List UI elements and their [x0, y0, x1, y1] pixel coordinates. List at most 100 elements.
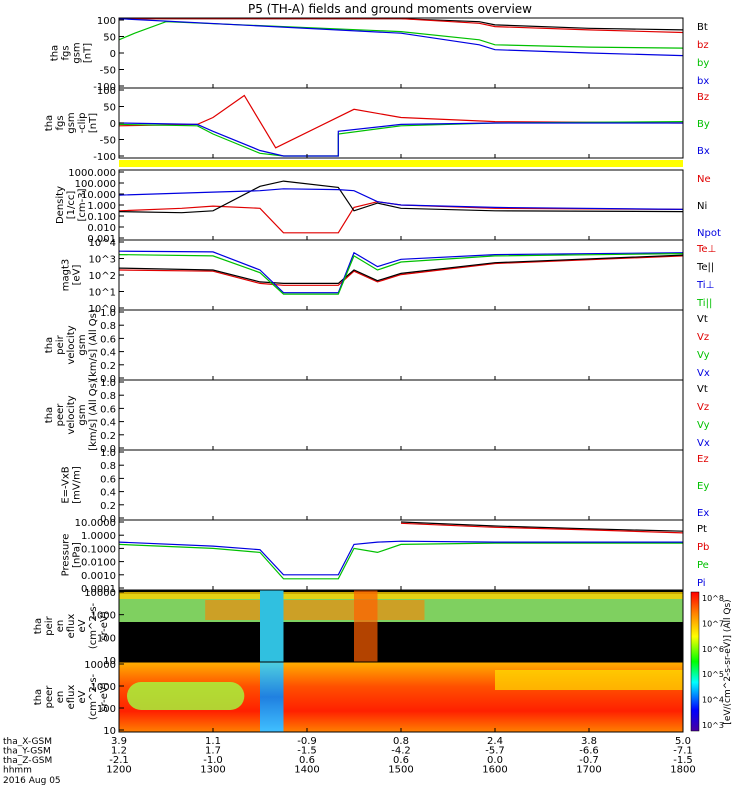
footer-value: -1.5	[297, 746, 317, 757]
y-tick-label: 50	[103, 103, 116, 114]
series-group-fgs	[119, 18, 683, 57]
y-label-line: [km/s] (All Qs)	[88, 379, 99, 451]
panel-peer-spec: 10000 1000 100 10 tha peer en eflux eV (cm^2-s-sr…	[33, 660, 684, 737]
y-tick-label: -50	[100, 136, 116, 147]
legend-Ey: Ey	[697, 481, 709, 492]
legend-Ni: Ni	[697, 201, 707, 212]
y-label-line: en	[55, 691, 66, 704]
legend-Ne: Ne	[697, 174, 711, 185]
y-tick-label: 0.4	[100, 488, 116, 499]
series-line-Bx	[119, 122, 683, 157]
y-label-line: fgs	[61, 45, 72, 60]
series-group-density	[119, 180, 683, 234]
spectrogram-band	[495, 670, 683, 690]
y-label-line: [nPa]	[72, 542, 83, 568]
footer-value: 2.4	[487, 736, 503, 747]
y-tick-label: -50	[100, 66, 116, 77]
footer-value: 1700	[576, 765, 601, 776]
y-label-line: gsm	[72, 42, 83, 63]
y-label-line: Density	[55, 186, 66, 224]
footer-value: 1.2	[111, 746, 127, 757]
y-tick-label: 10^0	[89, 304, 116, 315]
legend-Ex: Ex	[697, 508, 709, 519]
y-label-line: velocity	[66, 395, 77, 434]
legend-Bt: Bt	[697, 22, 708, 33]
y-tick-label: 0.4	[100, 418, 116, 429]
legend-Vt: Vt	[697, 384, 708, 395]
spectrogram-band	[205, 600, 425, 620]
y-label-line: peir	[55, 334, 66, 354]
y-tick-label: 10	[103, 726, 116, 737]
legend-Vt: Vt	[697, 314, 708, 325]
y-tick-label: 0.010	[87, 223, 116, 234]
footer-row-label: tha_X-GSM	[3, 737, 52, 747]
panel-frame	[118, 309, 684, 381]
y-tick-label: 1.0	[100, 378, 116, 389]
y-axis-label: tha peir velocity gsm [km/s] (All Qs)	[44, 309, 99, 381]
footer-row-label: hhmm	[3, 766, 32, 776]
colorbar-tick-label: 10^7	[702, 619, 724, 628]
y-tick-label: 1.0000	[81, 531, 116, 542]
spectrogram-gap	[260, 590, 284, 662]
y-tick-label: 0.0100	[81, 558, 116, 569]
footer-row-label: tha_Y-GSM	[3, 747, 51, 757]
series-line-Te||	[119, 254, 683, 284]
y-tick-label: 10.000	[81, 190, 116, 201]
y-tick-label: 100	[97, 16, 116, 27]
legend-bz: bz	[697, 40, 709, 51]
footer-row-label: tha_Z-GSM	[3, 756, 52, 766]
y-tick-label: 10^2	[89, 271, 116, 282]
y-tick-label: 10000	[84, 660, 116, 671]
y-tick-label: 0.0	[100, 374, 116, 385]
ion-spectrogram	[119, 590, 683, 662]
footer-value: 0.6	[299, 755, 315, 766]
y-tick-label: 1000	[91, 682, 116, 693]
y-label-line: Pressure	[61, 534, 72, 577]
y-tick-label: -100	[93, 152, 116, 163]
legend-Bx: Bx	[697, 146, 710, 157]
y-tick-label: 100.000	[75, 179, 116, 190]
y-label-line: (cm^2-s-	[88, 673, 99, 720]
y-tick-label: -100	[93, 82, 116, 93]
y-label-line: gsm	[66, 112, 77, 133]
legend-Vz: Vz	[697, 332, 709, 343]
y-tick-label: 0.8	[100, 321, 116, 332]
footer-value: 5.0	[675, 736, 691, 747]
y-label-line: [1/cc]	[66, 191, 77, 220]
y-label-line: [mV/m]	[72, 466, 83, 504]
y-label-line: [nT]	[88, 113, 99, 133]
panel-efield: 1.0 0.8 0.6 0.4 0.2 0.0 E=-VxB [mV/m] Ez Ey Ex	[61, 448, 710, 525]
series-line-Pe	[119, 542, 683, 580]
y-tick-label: 10000	[84, 588, 116, 599]
footer-value: -6.6	[579, 746, 599, 757]
footer-value: 1800	[670, 765, 695, 776]
y-label-line: tha	[44, 407, 55, 423]
series-line-Ne	[119, 201, 683, 234]
series-line-Ni	[119, 180, 683, 214]
y-tick-label: 1.0	[100, 308, 116, 319]
y-label-line: eV	[77, 619, 88, 632]
legend-Ti⊥: Ti⊥	[696, 280, 714, 291]
y-tick-label: 0.0	[100, 514, 116, 525]
y-tick-label: 0.6	[100, 474, 116, 485]
y-tick-label: 1.000	[87, 201, 116, 212]
y-label-line: [km/s] (All Qs)	[88, 309, 99, 381]
footer-value: -5.7	[485, 746, 505, 757]
legend-bx: bx	[697, 76, 709, 87]
y-tick-label: 0.4	[100, 348, 116, 359]
series-line-Bz	[119, 94, 683, 149]
legend-Vx: Vx	[697, 368, 710, 379]
panel-peir-spec: 10000 1000 100 10 tha peir en eflux eV (cm^2-s-sr…	[33, 588, 684, 667]
y-label-line: tha	[33, 689, 44, 705]
y-label-line: gsm	[77, 404, 88, 425]
series-line-by	[119, 21, 683, 49]
panel-fgs-clip: 100 50 0 -50 -100 tha fgs gsm -clip [nT] Bz By Bx	[44, 86, 710, 163]
panel-frame	[118, 449, 684, 521]
y-label-line: peer	[44, 685, 55, 709]
footer-value: -7.1	[673, 746, 693, 757]
series-line-Te⊥	[119, 255, 683, 286]
legend-Pt: Pt	[697, 524, 707, 535]
